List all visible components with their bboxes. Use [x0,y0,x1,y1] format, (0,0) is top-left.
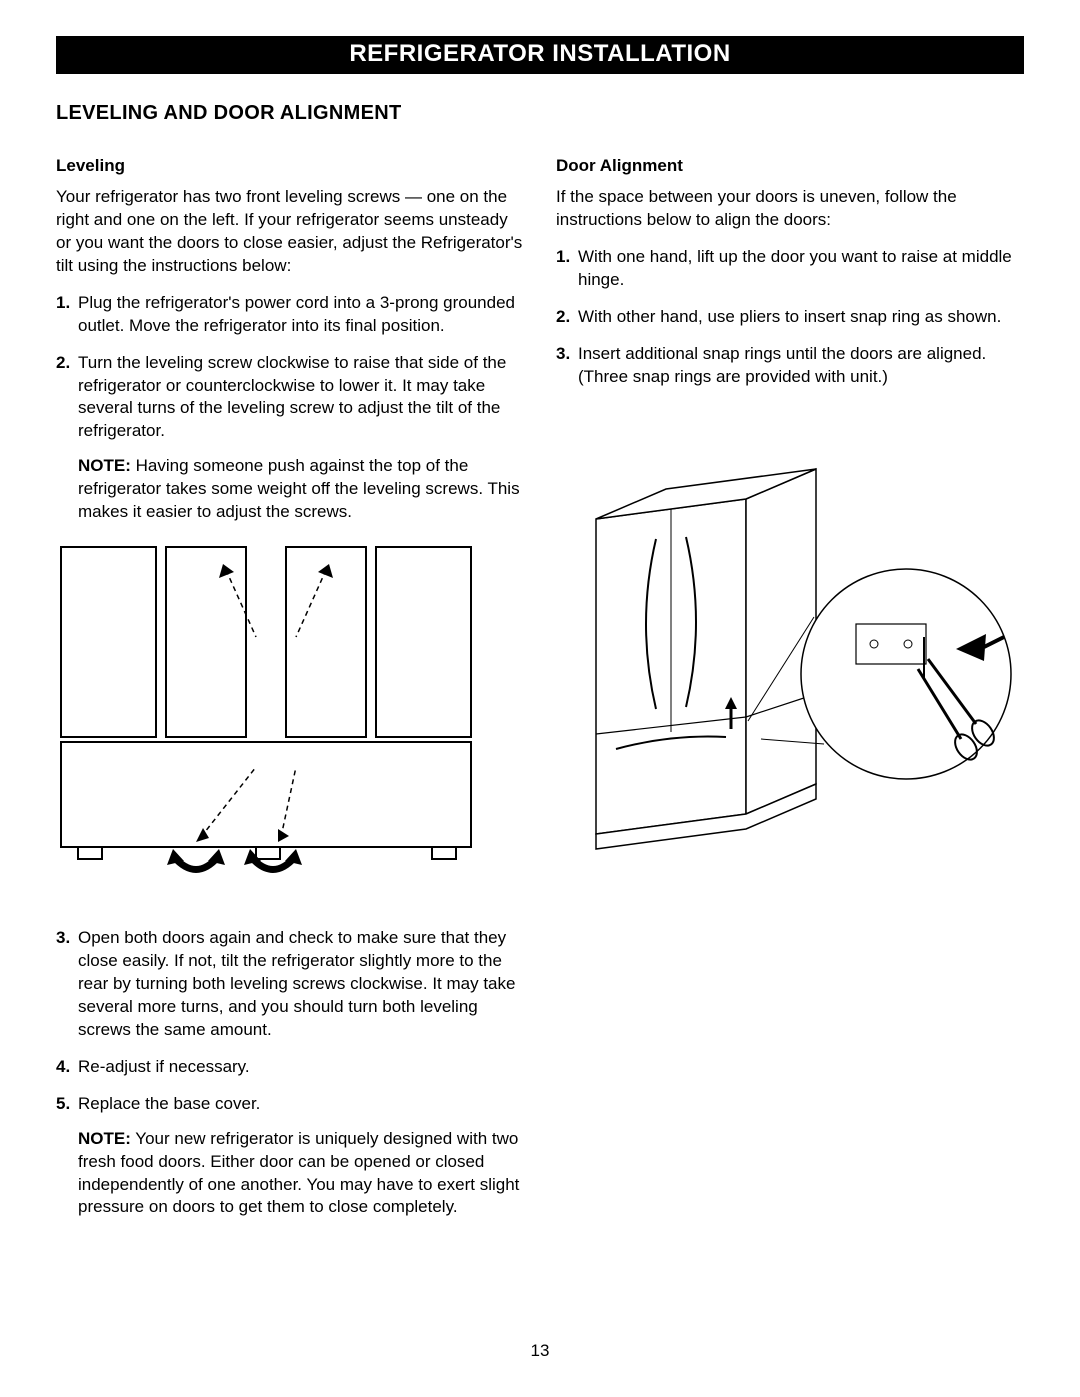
step-main: Replace the base cover. [78,1094,260,1113]
step-number: 4. [56,1056,78,1079]
page-number: 13 [0,1341,1080,1361]
step-4: 4. Re-adjust if necessary. [56,1056,524,1079]
door-alignment-steps: 1. With one hand, lift up the door you w… [556,246,1024,389]
door-alignment-intro: If the space between your doors is uneve… [556,186,1024,232]
step-text: Insert additional snap rings until the d… [578,343,1024,389]
step-1: 1. Plug the refrigerator's power cord in… [56,292,524,338]
step-number: 1. [56,292,78,338]
leveling-figure [56,542,524,899]
step-1: 1. With one hand, lift up the door you w… [556,246,1024,292]
section-title: LEVELING AND DOOR ALIGNMENT [56,102,1024,125]
leveling-steps-b: 3. Open both doors again and check to ma… [56,927,524,1219]
step-number: 3. [56,927,78,1042]
step-number: 1. [556,246,578,292]
note-label: NOTE: [78,456,131,475]
step-number: 2. [556,306,578,329]
door-alignment-column: Door Alignment If the space between your… [556,155,1024,1233]
note-label: NOTE: [78,1129,131,1148]
door-alignment-figure [556,449,1024,876]
step-text: With other hand, use pliers to insert sn… [578,306,1024,329]
leveling-column: Leveling Your refrigerator has two front… [56,155,524,1233]
step-text: Plug the refrigerator's power cord into … [78,292,524,338]
step-2: 2. With other hand, use pliers to insert… [556,306,1024,329]
leveling-steps-a: 1. Plug the refrigerator's power cord in… [56,292,524,524]
page-banner: REFRIGERATOR INSTALLATION [56,36,1024,74]
step-main: Turn the leveling screw clockwise to rai… [78,353,506,441]
step-3: 3. Open both doors again and check to ma… [56,927,524,1042]
step-number: 5. [56,1093,78,1220]
step-text: Re-adjust if necessary. [78,1056,524,1079]
leveling-intro: Your refrigerator has two front leveling… [56,186,524,278]
step-2: 2. Turn the leveling screw clockwise to … [56,352,524,525]
step-text: With one hand, lift up the door you want… [578,246,1024,292]
step-text: Replace the base cover. NOTE: Your new r… [78,1093,524,1220]
step-text: Open both doors again and check to make … [78,927,524,1042]
note-text: Your new refrigerator is uniquely design… [78,1129,519,1217]
step-text: Turn the leveling screw clockwise to rai… [78,352,524,525]
step-3: 3. Insert additional snap rings until th… [556,343,1024,389]
step-5: 5. Replace the base cover. NOTE: Your ne… [56,1093,524,1220]
step-number: 3. [556,343,578,389]
step-number: 2. [56,352,78,525]
door-alignment-subtitle: Door Alignment [556,155,1024,178]
note-text: Having someone push against the top of t… [78,456,520,521]
leveling-subtitle: Leveling [56,155,524,178]
